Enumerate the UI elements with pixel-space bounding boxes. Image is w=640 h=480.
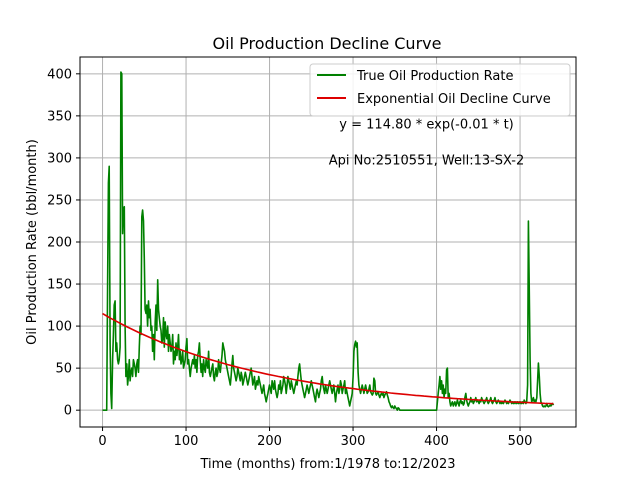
y-axis-ticks: 0 50 100 150 200 250 300 350 400 [47,67,80,419]
x-axis-label: Time (months) from:1/1978 to:12/2023 [199,457,455,472]
x-tick-label: 200 [257,434,282,449]
x-tick-label: 500 [508,434,533,449]
equation-annotation: y = 114.80 * exp(-0.01 * t) [339,117,513,132]
y-tick-label: 150 [47,278,72,293]
legend: True Oil Production Rate Exponential Oil… [309,63,571,117]
true-production-rate-line [102,71,555,412]
y-tick-label: 100 [47,320,72,335]
y-axis-label: Oil Production Rate (bbl/month) [25,139,40,345]
legend-label-exponential: Exponential Oil Decline Curve [357,92,551,107]
y-tick-label: 250 [47,193,72,208]
x-tick-label: 100 [174,434,199,449]
x-tick-label: 0 [98,434,106,449]
annotations: y = 114.80 * exp(-0.01 * t) Api No:25105… [329,117,525,168]
x-tick-label: 400 [424,434,449,449]
legend-box [309,63,571,117]
series-layer [102,71,555,412]
y-tick-label: 50 [55,362,72,377]
exponential-decline-curve-line [102,312,554,405]
well-info-annotation: Api No:2510551, Well:13-SX-2 [329,154,525,169]
y-tick-label: 350 [47,109,72,124]
legend-label-true-rate: True Oil Production Rate [356,69,513,84]
y-tick-label: 200 [47,236,72,251]
y-tick-label: 300 [47,151,72,166]
x-tick-label: 300 [341,434,366,449]
y-tick-label: 400 [47,67,72,82]
y-tick-label: 0 [64,404,72,419]
x-axis-ticks: 0 100 200 300 400 500 [98,427,532,449]
chart-title: Oil Production Decline Curve [213,34,442,53]
